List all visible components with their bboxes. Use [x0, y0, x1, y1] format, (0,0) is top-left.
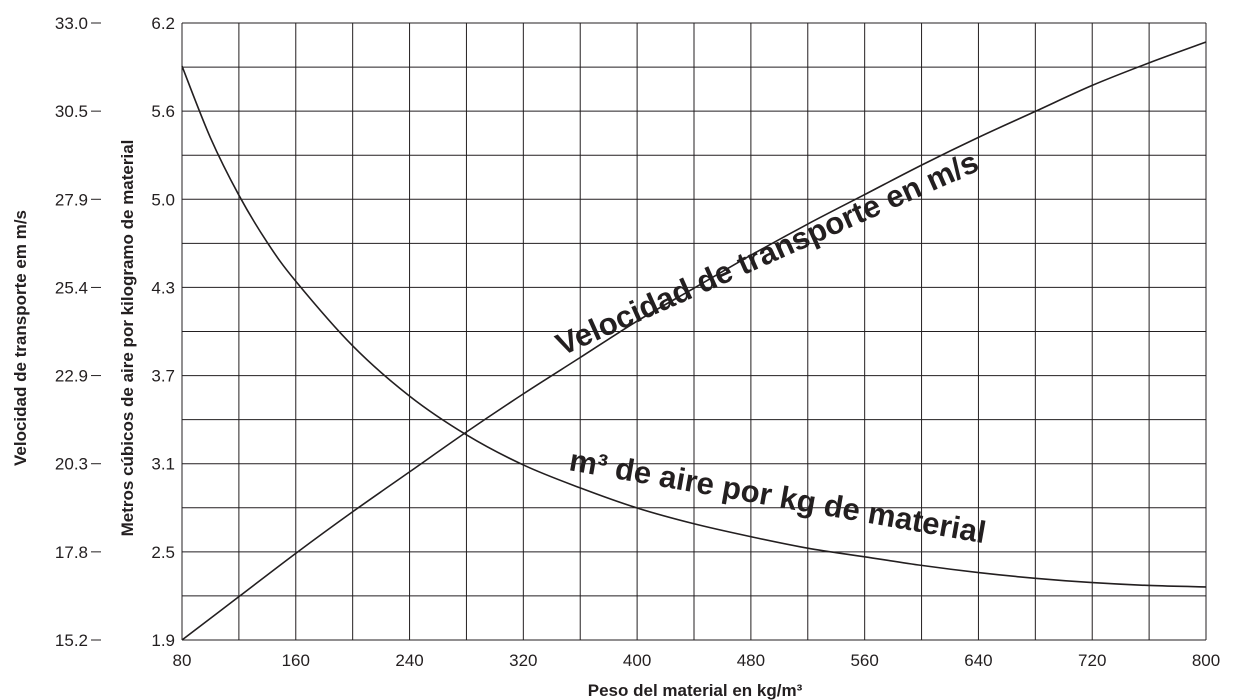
inner-y-tick-label: 3.1: [151, 455, 175, 474]
x-tick-label: 320: [509, 651, 537, 670]
inner-y-tick-label: 2.5: [151, 543, 175, 562]
tick-labels: 80 160 240 320 400 480 560 640 720 800 6.2 33.0 5.6 3…: [55, 14, 1220, 670]
outer-y-tick-label: 15.2: [55, 631, 88, 650]
x-tick-label: 240: [395, 651, 423, 670]
x-tick-label: 80: [173, 651, 192, 670]
velocity-curve-label: Velocidad de transporte en m/s: [551, 144, 984, 362]
grid: [181, 22, 1207, 641]
outer-y-tick-label: 20.3: [55, 455, 88, 474]
outer-y-tick-label: 27.9: [55, 190, 88, 209]
velocity-curve: [181, 41, 1207, 641]
inner-y-tick-label: 6.2: [151, 14, 175, 33]
x-tick-label: 800: [1192, 651, 1220, 670]
inner-y-tick-label: 5.0: [151, 190, 175, 209]
air-volume-curve: [181, 65, 1207, 588]
outer-y-tick-label: 17.8: [55, 543, 88, 562]
inner-y-tick-label: 1.9: [151, 631, 175, 650]
x-tick-label: 640: [964, 651, 992, 670]
x-tick-label: 160: [282, 651, 310, 670]
outer-y-tick-label: 25.4: [55, 278, 88, 297]
inner-y-tick-label: 3.7: [151, 367, 175, 386]
inner-y-tick-label: 4.3: [151, 278, 175, 297]
x-tick-label: 720: [1078, 651, 1106, 670]
outer-y-tick-label: 30.5: [55, 102, 88, 121]
x-tick-label: 480: [737, 651, 765, 670]
x-tick-label: 560: [850, 651, 878, 670]
inner-y-tick-label: 5.6: [151, 102, 175, 121]
outer-y-tick-label: 22.9: [55, 367, 88, 386]
outer-y-axis-title: Velocidad de transporte em m/s: [11, 210, 30, 466]
outer-y-tick-label: 33.0: [55, 14, 88, 33]
curves: [181, 41, 1207, 641]
air-volume-curve-label: m³ de aire por kg de material: [567, 442, 989, 550]
axis-ticks: [91, 22, 101, 641]
x-tick-label: 400: [623, 651, 651, 670]
x-axis-title: Peso del material en kg/m³: [588, 681, 803, 700]
inner-y-axis-title: Metros cúbicos de aire por kilogramo de …: [118, 140, 137, 537]
